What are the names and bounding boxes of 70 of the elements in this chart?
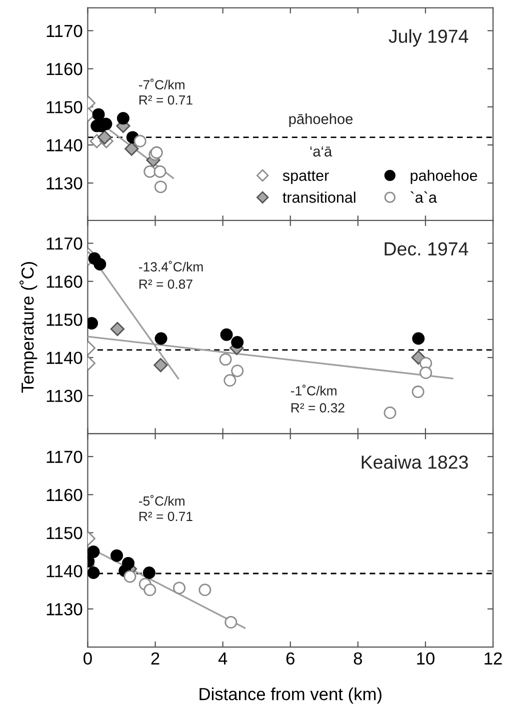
- x-tick-label: 8: [354, 652, 362, 665]
- point: [88, 546, 100, 558]
- point: [231, 364, 244, 378]
- point: [154, 165, 166, 178]
- point: [92, 108, 105, 121]
- x-tick-label: 12: [484, 652, 502, 664]
- annotation: Keaiwa 1823: [362, 455, 468, 469]
- y-tick-label: 1170: [46, 24, 82, 38]
- y-tick-label: 1130: [46, 603, 82, 616]
- x-tick-label: 6: [286, 652, 294, 665]
- point: [94, 258, 106, 270]
- point: [116, 112, 130, 125]
- point: [384, 406, 396, 420]
- y-tick-label: 1170: [46, 450, 82, 464]
- annotation: ‘a‘ā: [310, 146, 332, 157]
- annotation: R² = 0.71: [139, 95, 192, 105]
- point: [224, 616, 238, 628]
- legend-label: pahoehoe: [410, 170, 478, 184]
- y-tick-label: 1150: [46, 526, 82, 540]
- y-tick-label: 1170: [46, 237, 82, 250]
- y-tick-label: 1160: [46, 276, 82, 288]
- point: [412, 332, 425, 345]
- point: [110, 549, 124, 562]
- annotation: -7˚C/km: [138, 78, 184, 90]
- point: [124, 142, 139, 156]
- point: [231, 336, 244, 349]
- annotation: -5˚C/km: [138, 494, 184, 506]
- point: [154, 180, 167, 194]
- x-axis-title: Distance from vent (km): [200, 688, 382, 704]
- y-tick-label: 1160: [46, 488, 82, 502]
- x-tick-label: 4: [218, 652, 228, 664]
- annotation: R² = 0.87: [139, 279, 192, 289]
- point: [420, 366, 432, 380]
- point: [144, 165, 156, 178]
- y-tick-label: 1130: [46, 390, 82, 402]
- point: [134, 134, 146, 148]
- annotation: R² = 0.32: [291, 403, 344, 413]
- y-tick-label: 1150: [46, 314, 82, 326]
- x-tick-label: 0: [84, 652, 92, 665]
- annotation: -13.4˚C/km: [138, 260, 203, 272]
- point: [412, 386, 424, 398]
- y-tick-label: 1140: [46, 139, 82, 152]
- point: [219, 353, 232, 366]
- annotation: pāhoehoe: [289, 113, 353, 128]
- annotation: Dec. 1974: [384, 242, 468, 256]
- point: [198, 584, 212, 596]
- legend-label: spatter: [282, 170, 329, 184]
- annotation: July 1974: [388, 29, 468, 47]
- y-tick-label: 1140: [46, 565, 82, 578]
- point: [124, 570, 136, 583]
- y-tick-label: 1160: [46, 62, 82, 76]
- point: [88, 566, 100, 579]
- y-axis-title: Temperature (˚C): [20, 262, 38, 393]
- legend-label: transitional: [282, 192, 356, 203]
- x-tick-label: 10: [417, 652, 434, 665]
- point: [220, 328, 233, 341]
- x-tick-label: 2: [151, 652, 160, 664]
- y-tick-label: 1140: [46, 352, 82, 364]
- point: [144, 584, 156, 596]
- annotation: R² = 0.71: [139, 512, 192, 522]
- y-tick-label: 1150: [46, 101, 82, 114]
- point: [224, 374, 236, 387]
- point: [154, 332, 168, 345]
- point: [154, 358, 168, 372]
- annotation: -1˚C/km: [290, 384, 336, 396]
- point: [142, 566, 156, 579]
- point: [110, 322, 125, 336]
- point: [173, 582, 186, 594]
- legend-label: `a`a: [410, 191, 437, 203]
- y-tick-label: 1130: [46, 177, 82, 190]
